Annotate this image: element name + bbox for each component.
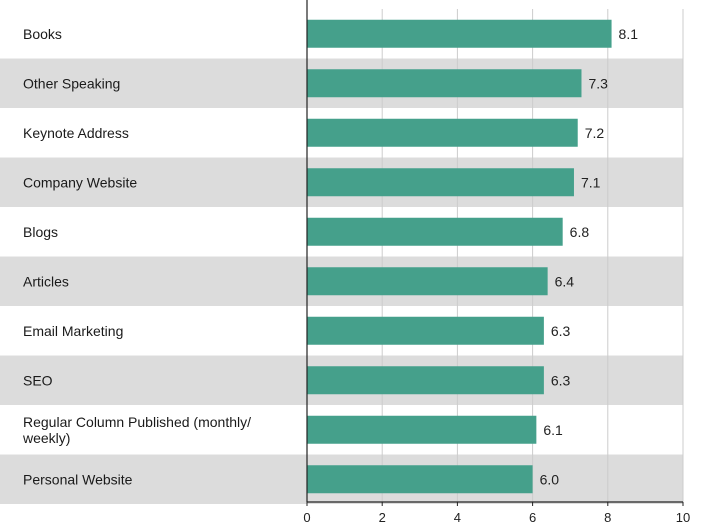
bar (307, 465, 533, 494)
category-labels: Books Other Speaking Keynote Address Compan… (22, 26, 251, 488)
bar (307, 217, 563, 246)
value-label: 6.3 (551, 372, 571, 388)
bars (307, 19, 612, 494)
category-label: Articles (23, 273, 69, 289)
x-tick-label: 8 (604, 510, 611, 525)
value-label: 7.2 (585, 125, 605, 141)
bar (307, 366, 544, 395)
value-label: 6.0 (540, 471, 560, 487)
category-label: Other Speaking (23, 75, 120, 91)
value-label: 6.3 (551, 323, 571, 339)
axis-lines (306, 0, 683, 503)
category-label: Personal Website (23, 471, 133, 487)
value-label: 6.1 (543, 422, 563, 438)
value-label: 7.3 (588, 75, 608, 91)
bar (307, 267, 548, 296)
x-tick-label: 0 (303, 510, 310, 525)
x-tick-labels: 0 2 4 6 8 10 (303, 502, 690, 525)
value-labels: 8.1 7.3 7.2 7.1 6.8 6.4 6.3 6.3 6.1 6.0 (540, 26, 639, 488)
value-label: 6.4 (555, 273, 575, 289)
x-tick-label: 10 (676, 510, 690, 525)
category-label: Email Marketing (23, 323, 123, 339)
x-tick-label: 6 (529, 510, 536, 525)
x-tick-label: 4 (454, 510, 461, 525)
value-label: 7.1 (581, 174, 601, 190)
bar (307, 69, 582, 98)
bar (307, 168, 574, 197)
bar (307, 415, 537, 444)
category-label: SEO (23, 372, 53, 388)
bar (307, 118, 578, 147)
x-tick-label: 2 (379, 510, 386, 525)
category-label: Blogs (23, 224, 58, 240)
category-label: Company Website (23, 174, 137, 190)
value-label: 6.8 (570, 224, 590, 240)
category-label: Keynote Address (23, 125, 129, 141)
category-label: Regular Column Published (monthly/weekly… (22, 414, 251, 446)
category-label: Books (23, 26, 62, 42)
bar (307, 316, 544, 345)
value-label: 8.1 (619, 26, 639, 42)
bar (307, 19, 612, 48)
